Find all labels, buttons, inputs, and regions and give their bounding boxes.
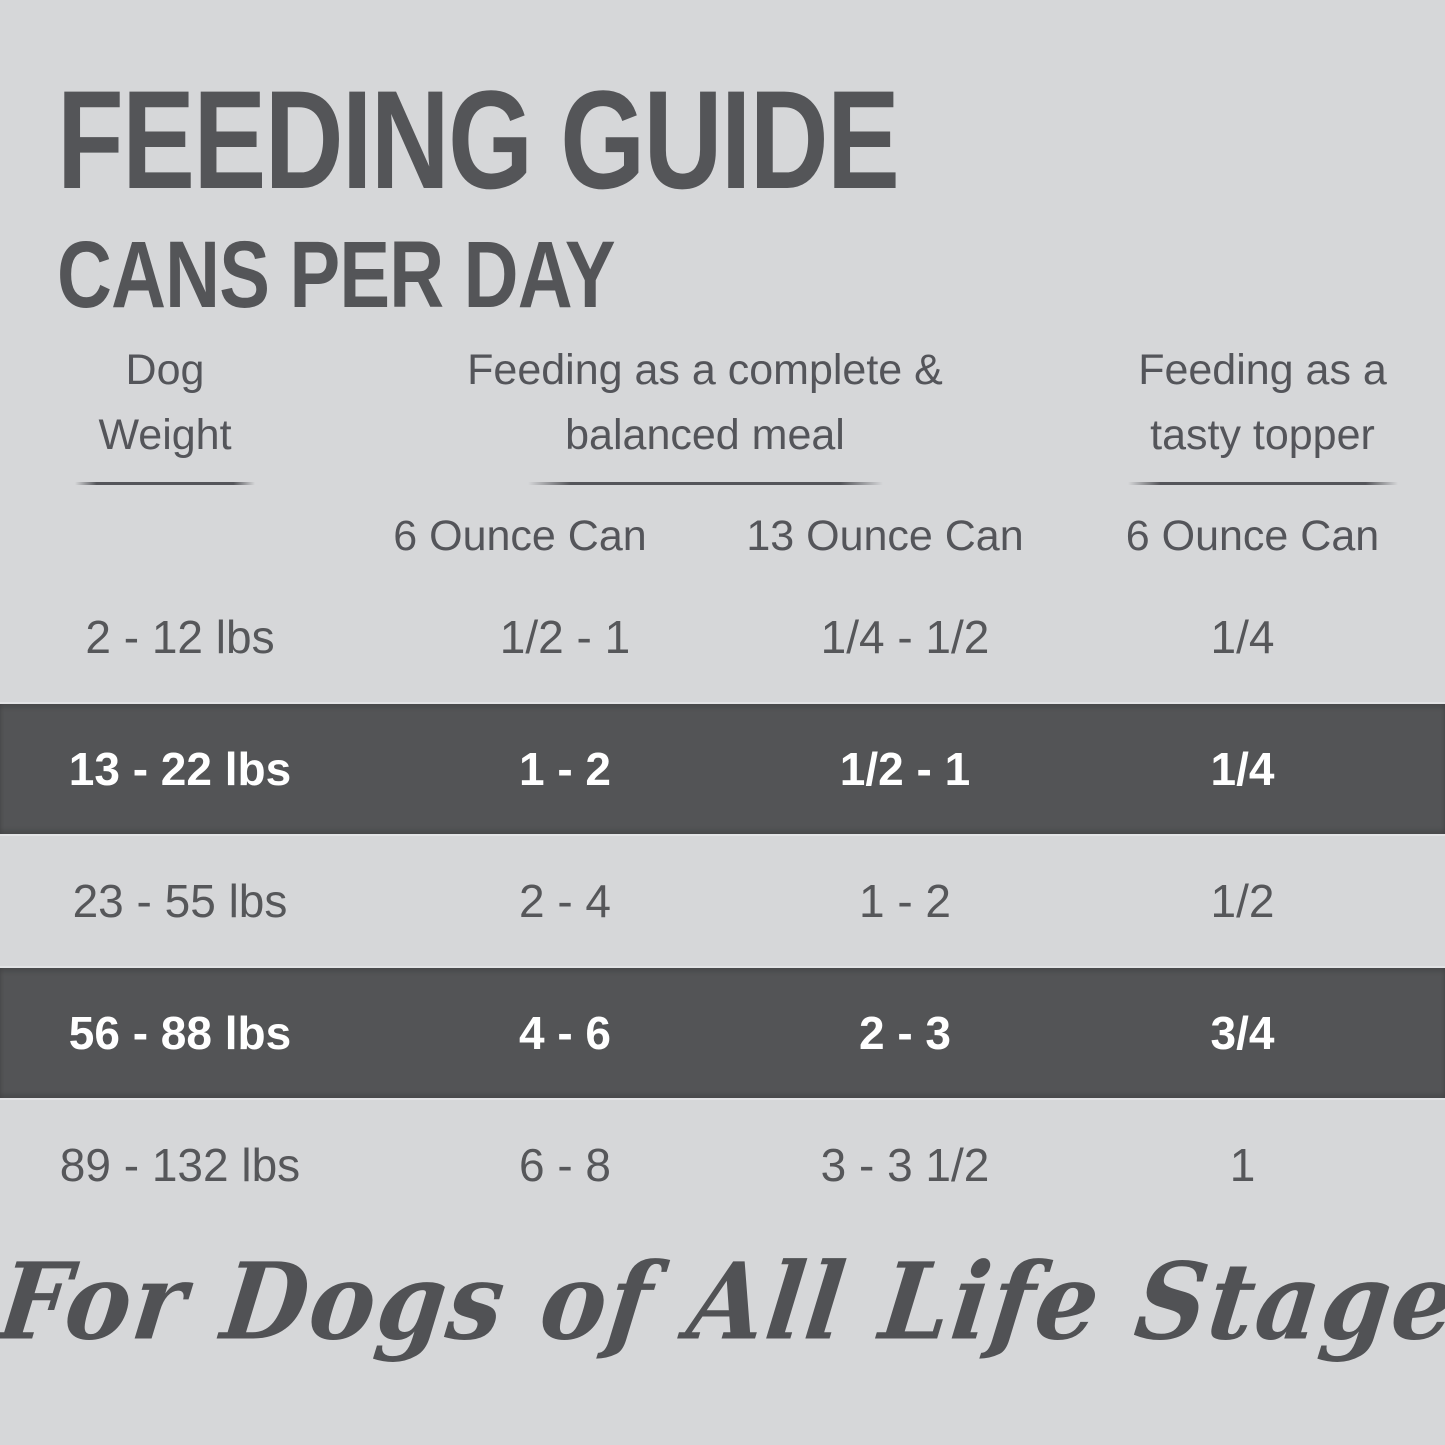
col-header-tasty-topper-line2: tasty topper bbox=[1150, 411, 1375, 459]
six-ounce-topper-cell: 3/4 bbox=[1210, 1007, 1275, 1059]
page-title: FEEDING GUIDE bbox=[57, 61, 900, 218]
subheader-6oz-can-meal: 6 Ounce Can bbox=[393, 512, 647, 560]
title-block: FEEDING GUIDE CANS PER DAY bbox=[57, 70, 1136, 323]
feeding-table-rows: 2 - 12 lbs 1/2 - 1 1/4 - 1/2 1/4 13 - 22… bbox=[0, 572, 1445, 1230]
table-row: 89 - 132 lbs 6 - 8 3 - 3 1/2 1 bbox=[0, 1100, 1445, 1230]
dog-weight-cell: 2 - 12 lbs bbox=[85, 611, 275, 663]
subheader-13oz-can-meal: 13 Ounce Can bbox=[746, 512, 1024, 560]
col-header-tasty-topper: Feeding as a tasty topper bbox=[1080, 338, 1445, 485]
footer: For Dogs of All Life Stages bbox=[0, 1240, 1445, 1364]
dog-weight-cell: 89 - 132 lbs bbox=[59, 1139, 301, 1191]
six-ounce-topper-cell: 1 bbox=[1229, 1139, 1256, 1191]
col-header-complete-meal: Feeding as a complete & balanced meal bbox=[330, 338, 1080, 485]
col-header-complete-meal-line2: balanced meal bbox=[565, 411, 845, 459]
table-row-highlighted: 56 - 88 lbs 4 - 6 2 - 3 3/4 bbox=[0, 966, 1445, 1100]
col-header-tasty-topper-line1: Feeding as a bbox=[1138, 346, 1387, 394]
six-ounce-meal-cell: 2 - 4 bbox=[518, 875, 612, 927]
underline-tasty-topper bbox=[1127, 482, 1398, 485]
col-header-dog-weight: Dog Weight bbox=[0, 338, 330, 485]
thirteen-ounce-meal-cell: 1/4 - 1/2 bbox=[820, 611, 990, 663]
six-ounce-topper-cell: 1/4 bbox=[1210, 611, 1275, 663]
underline-complete-meal bbox=[527, 482, 883, 485]
table-row: 23 - 55 lbs 2 - 4 1 - 2 1/2 bbox=[0, 836, 1445, 966]
thirteen-ounce-meal-cell: 3 - 3 1/2 bbox=[820, 1139, 990, 1191]
can-size-subheaders: 6 Ounce Can 13 Ounce Can 6 Ounce Can bbox=[0, 508, 1445, 564]
tagline-all-life-stages: For Dogs of All Life Stages bbox=[0, 1240, 1445, 1365]
six-ounce-meal-cell: 4 - 6 bbox=[518, 1007, 612, 1059]
dog-weight-cell: 23 - 55 lbs bbox=[72, 875, 288, 927]
page-subtitle: CANS PER DAY bbox=[57, 222, 616, 328]
dog-weight-cell: 56 - 88 lbs bbox=[68, 1007, 292, 1059]
underline-dog-weight bbox=[75, 482, 255, 485]
col-header-dog-weight-line2: Weight bbox=[98, 411, 232, 459]
column-group-headers: Dog Weight Feeding as a complete & balan… bbox=[0, 338, 1445, 485]
six-ounce-meal-cell: 1/2 - 1 bbox=[499, 611, 631, 663]
subheader-spacer bbox=[0, 508, 330, 564]
six-ounce-topper-cell: 1/2 bbox=[1210, 875, 1275, 927]
six-ounce-topper-cell: 1/4 bbox=[1210, 743, 1275, 795]
thirteen-ounce-meal-cell: 1 - 2 bbox=[858, 875, 952, 927]
dog-weight-cell: 13 - 22 lbs bbox=[68, 743, 292, 795]
thirteen-ounce-meal-cell: 1/2 - 1 bbox=[839, 743, 971, 795]
thirteen-ounce-meal-cell: 2 - 3 bbox=[858, 1007, 952, 1059]
col-header-complete-meal-line1: Feeding as a complete & bbox=[467, 346, 943, 394]
six-ounce-meal-cell: 6 - 8 bbox=[518, 1139, 612, 1191]
subheader-6oz-can-topper: 6 Ounce Can bbox=[1125, 512, 1380, 560]
col-header-dog-weight-line1: Dog bbox=[125, 346, 205, 394]
table-row: 2 - 12 lbs 1/2 - 1 1/4 - 1/2 1/4 bbox=[0, 572, 1445, 702]
six-ounce-meal-cell: 1 - 2 bbox=[518, 743, 612, 795]
table-row-highlighted: 13 - 22 lbs 1 - 2 1/2 - 1 1/4 bbox=[0, 702, 1445, 836]
